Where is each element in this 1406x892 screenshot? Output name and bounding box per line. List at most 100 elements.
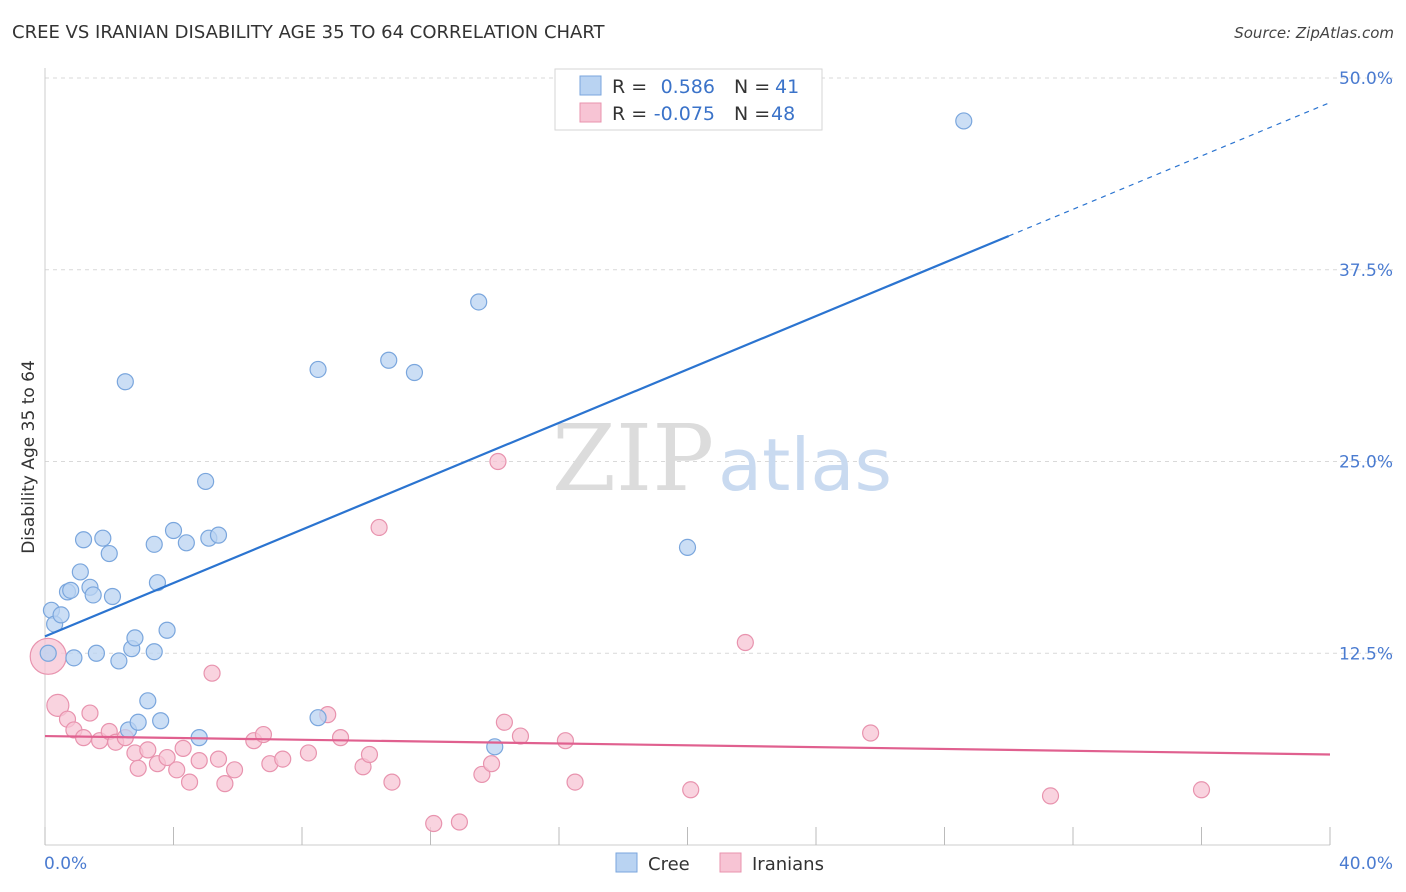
point-iranians-29 [331,729,350,747]
legend-n-value-cree: 41 [775,76,799,98]
legend-swatch-iranians [579,102,602,123]
point-iranians-37 [482,755,501,773]
y-axis-title: Disability Age 35 to 64 [19,360,39,554]
grid-layer [45,77,1395,654]
point-cree-12 [94,529,112,547]
legend-n-label-cree: N = [734,76,770,98]
point-iranians-33 [383,773,401,791]
point-iranians-47 [1192,781,1211,799]
point-cree-3 [52,606,70,624]
point-cree-23 [145,643,163,661]
points-layer [29,112,1211,833]
correlation-legend: R = 0.586 N = 41 R = -0.075 N = 48 [554,68,823,131]
point-iranians-43 [682,781,700,799]
x-tick-label-min: 0.0% [44,854,87,874]
chart-title: CREE VS IRANIAN DISABILITY AGE 35 TO 64 … [12,22,605,43]
point-iranians-41 [556,732,575,750]
point-iranians-15 [168,761,186,779]
y-tick-label-3: 50.0% [1339,69,1393,89]
point-iranians-18 [190,752,208,770]
point-iranians-44 [736,633,754,652]
point-cree-7 [71,563,89,581]
point-iranians-42 [566,773,584,791]
point-iranians-32 [370,518,388,537]
point-cree-14 [103,587,122,606]
point-iranians-39 [495,713,513,731]
point-iranians-46 [1041,787,1060,805]
series-legend: Cree Iranians [615,852,824,875]
point-iranians-19 [203,664,221,682]
point-cree-28 [177,534,195,552]
point-cree-5 [62,581,80,599]
point-cree-33 [309,709,327,727]
legend-swatch-cree [579,75,602,96]
point-iranians-1 [46,693,70,718]
point-cree-22 [145,535,163,553]
point-iranians-17 [180,773,199,791]
point-cree-19 [126,629,144,647]
point-cree-0 [39,644,57,662]
trend-line-cree [44,234,1010,638]
watermark-zip: ZIP [552,405,714,512]
point-iranians-31 [360,745,379,764]
point-cree-27 [164,521,183,540]
point-iranians-45 [862,724,880,742]
point-iranians-34 [425,814,443,833]
point-iranians-12 [139,741,157,759]
y-tick-label-0: 12.5% [1339,644,1393,664]
point-iranians-11 [129,759,147,777]
point-cree-32 [209,526,228,544]
point-cree-6 [65,649,83,667]
point-iranians-38 [489,452,507,471]
point-cree-20 [129,713,147,731]
legend-n-label-iranians: N = [734,103,770,125]
watermark: ZIP atlas [552,405,892,512]
point-iranians-22 [225,761,244,779]
point-cree-36 [405,363,424,382]
point-iranians-20 [209,750,228,768]
point-cree-26 [158,621,176,639]
labels-layer: 12.5% 25.0% 37.5% 50.0% 0.0% 40.0% Disability … [19,69,1393,874]
point-cree-15 [110,652,128,670]
point-iranians-5 [81,704,99,722]
trend-line-cree-extension [1008,101,1331,237]
point-cree-35 [380,351,398,369]
point-cree-40 [955,112,973,130]
point-cree-13 [100,544,118,563]
point-cree-30 [197,472,215,491]
point-iranians-26 [274,750,292,768]
legend-n-value-iranians: 48 [771,103,795,125]
trend-line-iranians [44,734,1331,756]
point-cree-34 [309,360,327,379]
y-tick-label-1: 25.0% [1339,453,1393,473]
legend-r-value-cree: 0.586 [661,76,715,98]
y-tick-label-2: 37.5% [1339,261,1393,281]
point-iranians-21 [216,775,234,793]
series-legend-swatch-iranians [719,852,742,873]
point-cree-37 [470,293,488,311]
point-iranians-40 [511,727,530,745]
point-cree-8 [74,531,93,549]
series-legend-label-cree: Cree [648,854,690,875]
x-tick-label-max: 40.0% [1339,854,1393,874]
legend-r-value-iranians: -0.075 [654,103,715,125]
point-cree-38 [486,738,504,756]
series-legend-label-iranians: Iranians [752,854,824,875]
point-cree-16 [116,373,134,391]
trend-layer [44,101,1331,756]
series-legend-swatch-cree [615,852,638,873]
point-iranians-14 [158,748,176,767]
legend-r-label-cree: R = [612,76,647,98]
watermark-atlas: atlas [718,423,892,507]
point-cree-10 [84,586,102,604]
point-iranians-27 [299,744,318,762]
source-credit: Source: ZipAtlas.com [1234,24,1394,42]
point-cree-21 [139,692,157,710]
point-cree-39 [678,538,697,557]
point-iranians-35 [450,813,469,831]
legend-r-label-iranians: R = [612,103,647,125]
point-iranians-16 [174,739,192,757]
point-cree-11 [87,644,106,662]
point-cree-25 [152,712,170,730]
